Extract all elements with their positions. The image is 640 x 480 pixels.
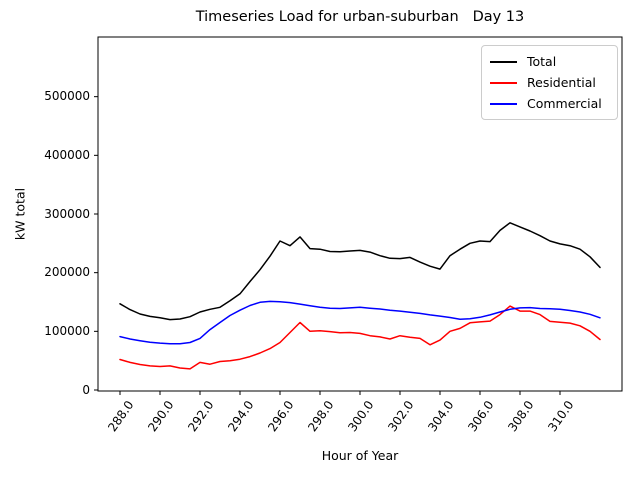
y-axis-label: kW total [12,187,28,241]
legend-line-sample [490,81,517,84]
y-tick-label: 200000 [44,265,90,280]
chart-title: Timeseries Load for urban-suburban Day 1… [195,9,525,25]
series-line-commercial [119,300,601,345]
legend-label: Commercial [527,96,602,111]
legend: Total Residential Commercial [481,45,618,120]
legend-label: Total [527,54,557,69]
legend-entry-commercial: Commercial [490,93,609,114]
series-line-residential [119,305,601,370]
y-tick-label: 400000 [44,147,90,162]
y-tick-label: 500000 [44,89,90,104]
y-tick-label: 100000 [44,323,90,338]
series-line-total [119,222,601,321]
legend-line-sample [490,60,517,63]
x-axis-label: Hour of Year [321,448,399,463]
y-tick-label: 0 [82,382,90,397]
legend-label: Residential [527,75,596,90]
legend-line-sample [490,102,517,105]
legend-entry-residential: Residential [490,72,609,93]
y-tick-label: 300000 [44,206,90,221]
legend-entry-total: Total [490,51,609,72]
